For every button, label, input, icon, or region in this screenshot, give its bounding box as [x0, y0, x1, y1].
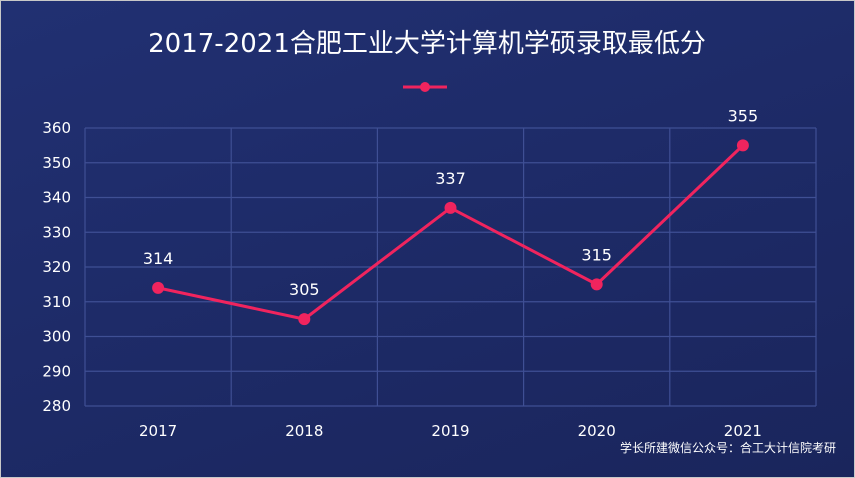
data-label: 314 [143, 249, 174, 268]
y-tick-label: 290 [42, 362, 71, 380]
legend-marker-swatch [420, 82, 430, 92]
x-tick-label: 2019 [431, 422, 469, 440]
data-point [298, 313, 310, 325]
y-tick-label: 320 [42, 258, 71, 276]
y-tick-label: 360 [42, 119, 71, 137]
y-tick-label: 310 [42, 293, 71, 311]
x-tick-label: 2020 [578, 422, 616, 440]
y-tick-label: 350 [42, 154, 71, 172]
data-label: 315 [581, 245, 612, 264]
x-tick-label: 2018 [285, 422, 323, 440]
y-tick-label: 280 [42, 397, 71, 415]
chart-title: 2017-2021合肥工业大学计算机学硕录取最低分 [148, 29, 706, 59]
data-point [591, 278, 603, 290]
data-label: 355 [728, 106, 759, 125]
data-point [737, 139, 749, 151]
x-tick-label: 2021 [724, 422, 762, 440]
y-axis-ticks: 280 290 300 310 320 330 340 350 360 [42, 119, 71, 415]
data-label: 305 [289, 280, 320, 299]
y-tick-label: 330 [42, 223, 71, 241]
y-tick-label: 300 [42, 328, 71, 346]
watermark-text: 学长所建微信公众号：合工大计信院考研 [620, 440, 836, 455]
x-axis-ticks: 2017 2018 2019 2020 2021 [139, 422, 762, 440]
data-point [445, 202, 457, 214]
data-label: 337 [435, 169, 466, 188]
x-tick-label: 2017 [139, 422, 177, 440]
data-point [152, 282, 164, 294]
y-tick-label: 340 [42, 189, 71, 207]
legend [403, 82, 447, 92]
